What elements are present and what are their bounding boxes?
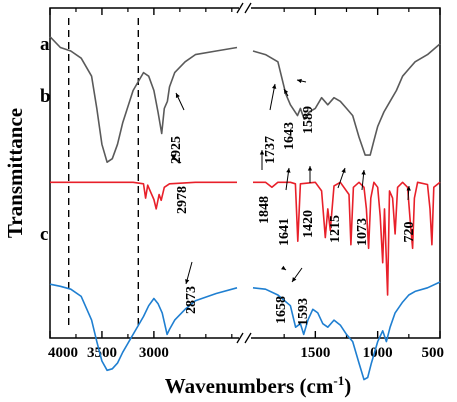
peak-arrowhead-1073 — [361, 170, 366, 175]
x-axis-title-end: ) — [344, 374, 351, 398]
y-axis-title: Transmittance — [3, 108, 27, 238]
series-c-line-right — [252, 281, 441, 381]
series-b-line-right — [253, 181, 441, 296]
peak-label-1593: 1593 — [296, 298, 311, 326]
peak-label-1848: 1848 — [257, 196, 272, 224]
series-label-c: c — [40, 224, 48, 245]
peak-arrowhead-1848 — [259, 150, 265, 155]
axis-break-mark-4 — [244, 332, 252, 344]
peak-arrowhead-2925 — [175, 93, 180, 98]
peak-arrowhead-1658 — [281, 265, 286, 270]
peak-label-1589: 1589 — [301, 106, 316, 134]
peak-arrowhead-1589 — [297, 78, 302, 84]
series-a-line-right — [252, 43, 441, 156]
x-axis-title-sup: -1 — [333, 373, 344, 388]
peak-label-2873: 2873 — [184, 286, 199, 314]
peak-arrowhead-1643 — [284, 89, 289, 94]
peak-label-2978: 2978 — [175, 186, 190, 214]
peak-arrowhead-720 — [406, 186, 411, 191]
series-a-line-left — [49, 36, 238, 163]
plot-frame — [49, 7, 441, 339]
peak-label-1073: 1073 — [355, 218, 370, 246]
peak-arrowhead-2978 — [171, 155, 176, 160]
axis-break-gap-bottom — [239, 335, 251, 341]
peak-arrowhead-1593 — [292, 277, 297, 282]
peak-label-1658: 1658 — [274, 296, 289, 324]
x-axis-title-main: Wavenumbers (cm — [165, 374, 334, 398]
series-b-line-left — [50, 181, 237, 210]
peak-label-1737: 1737 — [263, 136, 278, 164]
peak-label-720: 720 — [402, 222, 417, 243]
peak-arrowhead-2873 — [185, 279, 190, 284]
x-tick-label-3500: 3500 — [87, 345, 117, 361]
axis-break-mark-1 — [236, 2, 244, 14]
x-tick-label-3000: 3000 — [139, 345, 169, 361]
peak-label-1215: 1215 — [328, 215, 343, 243]
peak-arrowhead-1215 — [341, 168, 346, 173]
peak-label-1420: 1420 — [301, 210, 316, 238]
peak-arrowhead-1641 — [286, 168, 291, 173]
x-tick-label-500: 500 — [422, 345, 445, 361]
x-axis-title: Wavenumbers (cm-1) — [165, 373, 351, 398]
peak-arrowhead-1420 — [307, 166, 313, 171]
x-tick-label-1500: 1500 — [300, 345, 330, 361]
x-tick-label-1000: 1000 — [363, 345, 393, 361]
axis-break-mark-3 — [236, 332, 244, 344]
peak-arrowhead-1737 — [272, 84, 277, 89]
series-label-a: a — [40, 34, 50, 55]
series-label-b: b — [40, 86, 51, 107]
axis-break-mark-2 — [244, 2, 252, 14]
axis-break-gap-top — [239, 6, 251, 12]
peak-label-1643: 1643 — [282, 122, 297, 150]
x-tick-label-4000: 4000 — [48, 345, 78, 361]
series-c-line-left — [49, 283, 238, 372]
peak-label-1641: 1641 — [277, 218, 292, 246]
